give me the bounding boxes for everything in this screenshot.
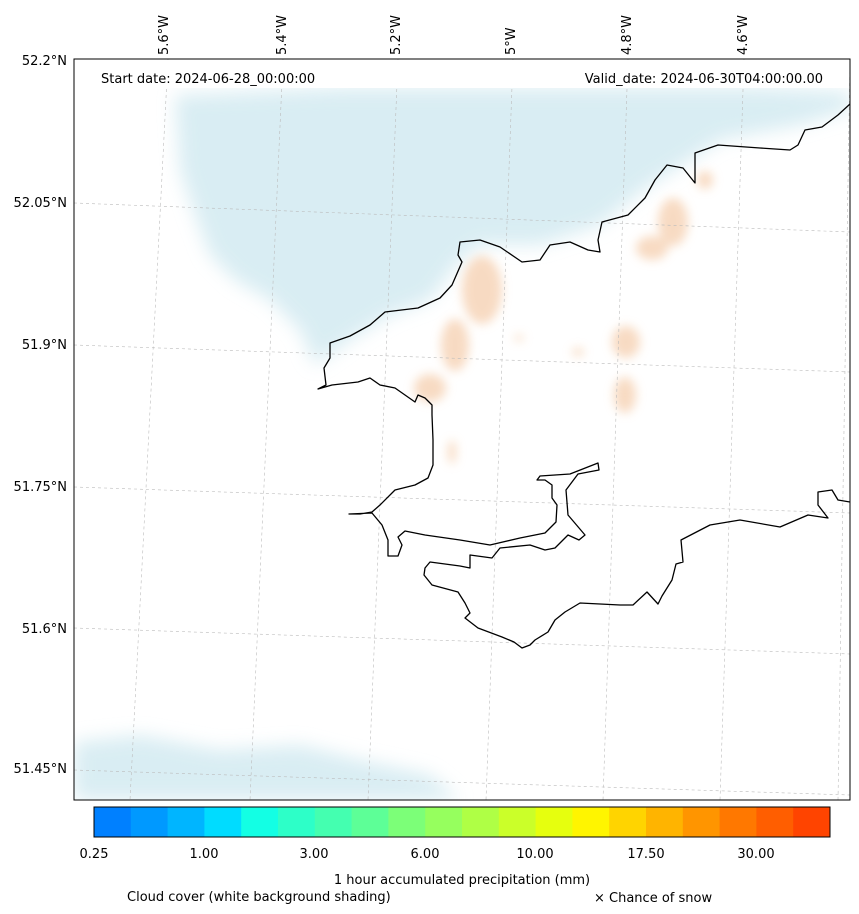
precip-cell-k [514,335,524,341]
precip-cell-j [572,348,584,356]
lon-tick-label: 5.2°W [389,15,404,55]
lat-tick-label: 52.05°N [14,196,67,211]
meridian-line [249,59,284,800]
snow-chance-note: × Chance of snow [594,891,712,906]
colorbar-swatch [167,807,205,837]
lat-tick-label: 51.9°N [22,338,67,353]
cloud-cover-shading [74,88,850,800]
precip-cell-f [697,171,713,189]
colorbar-tick-label: 6.00 [411,847,440,862]
colorbar-tick-label: 3.00 [300,847,329,862]
lon-tick-label: 4.6°W [736,15,751,55]
graticule [74,59,850,800]
cloud-shading-main [175,88,850,365]
colorbar-swatch [278,807,316,837]
colorbar-tick-label: 1.00 [190,847,219,862]
colorbar-swatch [572,807,610,837]
start-date-label: Start date: 2024-06-28_00:00:00 [101,72,315,87]
colorbar-swatch [719,807,757,837]
colorbar-swatch [793,807,831,837]
colorbar-swatch [682,807,721,837]
colorbar-swatch [241,807,279,837]
precip-cell-i [448,440,456,464]
colorbar-frame [93,806,831,838]
header-band [75,60,849,88]
precip-cell-e [636,236,668,260]
meridian-line [129,59,169,800]
coastline-north [317,103,850,649]
colorbar-swatch [204,807,242,837]
colorbar-swatch [351,807,389,837]
colorbar-tick-label: 30.00 [737,847,774,862]
precipitation-shading [414,171,713,464]
colorbar-swatch [609,807,647,837]
precip-cell-h [614,377,636,413]
colorbar-swatch [535,807,573,837]
colorbar-swatch [646,807,684,837]
colorbar-swatch [756,807,794,837]
lon-tick-label: 5.6°W [157,15,172,55]
colorbar-tick-label: 10.00 [516,847,553,862]
colorbar-swatch [462,807,500,837]
colorbar-label: 1 hour accumulated precipitation (mm) [334,873,590,888]
precip-cell-b [441,319,469,371]
lon-tick-label: 5.4°W [275,15,290,55]
coastline [317,103,850,649]
map-area[interactable] [74,59,850,800]
longitude-labels: 5.6°W 5.4°W 5.2°W 5°W 4.8°W 4.6°W [157,15,751,55]
colorbar-swatch [425,807,463,837]
precip-cell-a [462,256,502,324]
colorbar-swatch [130,807,169,837]
valid-date-label: Valid_date: 2024-06-30T04:00:00.00 [585,72,823,87]
colorbar-tick-label: 0.25 [80,847,109,862]
precip-cell-c [414,374,446,402]
colorbar-tick-label: 17.50 [627,847,664,862]
colorbar-tick-labels: 0.25 1.00 3.00 6.00 10.00 17.50 30.00 [80,847,775,862]
meridian-line [367,59,399,800]
lat-tick-label: 51.45°N [14,762,67,777]
precip-cell-d [658,198,688,246]
cloud-shading-bottom [74,735,460,800]
latitude-labels: 52.2°N 52.05°N 51.9°N 51.75°N 51.6°N 51.… [14,54,67,777]
lon-tick-label: 5°W [504,27,519,55]
colorbar-swatch [94,807,132,837]
colorbar-swatch [314,807,353,837]
lon-tick-label: 4.8°W [620,15,635,55]
lat-tick-label: 51.6°N [22,622,67,637]
colorbar-swatch [498,807,537,837]
colorbar-swatch [388,807,426,837]
cloud-cover-note: Cloud cover (white background shading) [127,890,391,905]
lat-tick-label: 52.2°N [22,54,67,69]
precipitation-colorbar [94,807,831,837]
lat-tick-label: 51.75°N [14,480,67,495]
precip-cell-g [612,326,640,358]
map-frame [73,58,851,801]
